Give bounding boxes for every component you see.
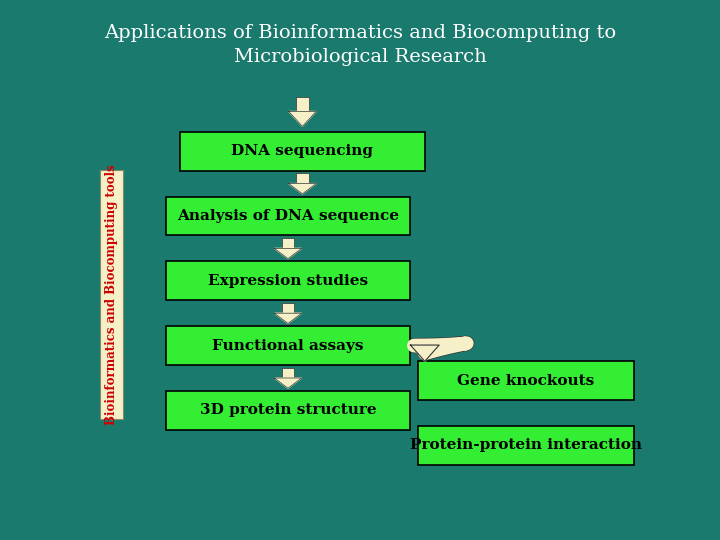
FancyBboxPatch shape: [166, 197, 410, 235]
Polygon shape: [410, 345, 439, 361]
Bar: [282, 238, 294, 248]
Text: Protein-protein interaction: Protein-protein interaction: [410, 438, 642, 453]
FancyBboxPatch shape: [166, 391, 410, 430]
FancyBboxPatch shape: [166, 326, 410, 365]
FancyBboxPatch shape: [418, 361, 634, 400]
Polygon shape: [289, 184, 316, 194]
Text: Applications of Bioinformatics and Biocomputing to
Microbiological Research: Applications of Bioinformatics and Bioco…: [104, 24, 616, 66]
Polygon shape: [274, 313, 302, 323]
Text: Gene knockouts: Gene knockouts: [457, 374, 594, 388]
Text: Analysis of DNA sequence: Analysis of DNA sequence: [177, 209, 399, 223]
Bar: [296, 173, 309, 184]
Bar: [296, 97, 309, 111]
FancyBboxPatch shape: [180, 132, 425, 171]
Text: 3D protein structure: 3D protein structure: [199, 403, 377, 417]
Polygon shape: [274, 248, 302, 259]
Bar: [282, 368, 294, 378]
Bar: [282, 303, 294, 313]
Polygon shape: [274, 378, 302, 388]
Text: Expression studies: Expression studies: [208, 274, 368, 288]
Text: Bioinformatics and Biocomputing tools: Bioinformatics and Biocomputing tools: [105, 164, 118, 424]
FancyBboxPatch shape: [418, 426, 634, 465]
Text: Functional assays: Functional assays: [212, 339, 364, 353]
FancyBboxPatch shape: [166, 261, 410, 300]
Text: DNA sequencing: DNA sequencing: [231, 144, 374, 158]
FancyBboxPatch shape: [100, 170, 123, 418]
Polygon shape: [289, 111, 316, 126]
